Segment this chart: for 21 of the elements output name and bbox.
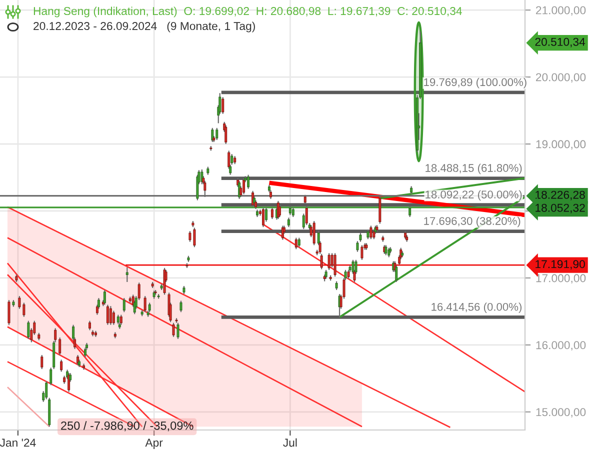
annotation: 17.696,30 (38.20%) xyxy=(424,216,520,228)
y-tick-label: 16.000,00 xyxy=(536,341,586,351)
ref-line-label: 18.226,28 xyxy=(536,190,585,200)
y-tick-label: 20.000,00 xyxy=(536,73,586,83)
text: 20.12.2023 - 26.09.2024 (9 Monate, 1 Tag) xyxy=(34,22,255,32)
ref-line-label: 18.052,32 xyxy=(536,204,585,214)
text: 20.510,34 xyxy=(535,38,586,48)
annotation: 16.414,56 (0.00%) xyxy=(432,302,522,313)
annotation: 18.488,15 (61.80%) xyxy=(426,164,522,174)
x-tick-label: Apr xyxy=(145,438,163,449)
annotation: 17.191,90 xyxy=(536,260,585,270)
text: Hang Seng (Indikation, Last) O: 19.699,02 H: 20.680,98 L: 19.671,39 C: 20.510,34 xyxy=(34,6,462,18)
annotation: 19.769,89 (100.00%) xyxy=(424,78,526,88)
x-tick-label: Jan '24 xyxy=(0,438,36,447)
y-tick-label: 17.000,00 xyxy=(536,274,586,284)
y-tick-label: 21.000,00 xyxy=(536,6,586,16)
y-tick-label: 19.000,00 xyxy=(536,140,586,150)
x-tick-label: Jul xyxy=(283,438,297,447)
annotation: 18.092,22 (50.00%) xyxy=(426,190,522,201)
series-label: 250 / -7.986,90 / -35,09% xyxy=(61,421,194,432)
y-tick-label: 15.000,00 xyxy=(536,408,586,418)
